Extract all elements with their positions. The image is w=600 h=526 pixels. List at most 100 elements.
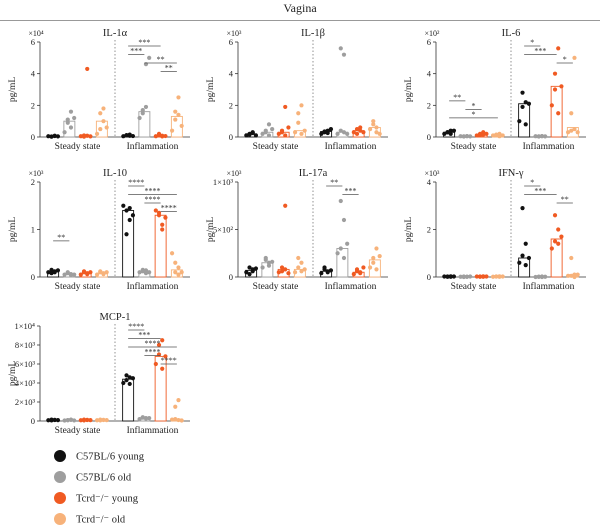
significance-label: *** (345, 187, 357, 196)
data-point (575, 130, 580, 135)
data-point (451, 274, 457, 279)
data-point (283, 104, 288, 110)
data-point (569, 128, 574, 133)
data-point (283, 133, 288, 138)
data-point (153, 208, 158, 213)
data-point (160, 227, 165, 232)
data-point (442, 131, 447, 136)
data-point (169, 417, 175, 422)
y-axis-label: pg/mL (404, 77, 414, 103)
data-point (266, 263, 272, 268)
data-point (458, 274, 463, 279)
panel-1: 0 2 4 6×10³ pg/mL IL-1β Steady state Inflammati… (206, 28, 388, 152)
data-point (98, 418, 103, 423)
data-point (468, 134, 473, 139)
y-tick-label: 2 (427, 225, 431, 235)
y-tick-label: 6 (427, 37, 431, 47)
data-point (296, 111, 301, 116)
data-point (543, 134, 548, 139)
data-point (481, 274, 486, 279)
category-label: Steady state (55, 426, 101, 436)
significance-label: *** (534, 187, 546, 196)
data-point (85, 272, 90, 277)
data-point (176, 112, 181, 117)
data-point (94, 418, 100, 423)
significance-label: **** (161, 356, 177, 365)
data-point (543, 274, 548, 279)
data-point (253, 266, 259, 271)
y-tick-label: 4 (31, 69, 36, 79)
data-point (153, 361, 158, 367)
data-point (445, 274, 450, 279)
significance-label: *** (534, 47, 546, 56)
data-point (292, 270, 298, 275)
data-point (49, 267, 54, 272)
significance-label: * (530, 38, 534, 47)
data-point (253, 133, 259, 138)
data-point (156, 342, 162, 348)
data-point (55, 134, 61, 139)
data-point (88, 418, 93, 423)
significance-label: **** (145, 195, 161, 204)
data-point (520, 206, 525, 211)
data-point (464, 134, 470, 139)
data-point (153, 134, 158, 139)
y-axis-label: pg/mL (206, 77, 216, 103)
category-label: Steady state (451, 142, 497, 152)
category-label: Inflammation (325, 281, 377, 292)
data-point (160, 366, 165, 371)
chart-title: IL-17a (299, 168, 328, 179)
y-tick-label: 6 (31, 37, 35, 47)
data-point (46, 418, 51, 423)
data-point (104, 125, 109, 130)
data-point (49, 134, 54, 139)
data-point (283, 267, 288, 272)
data-point (500, 274, 505, 279)
data-point (52, 417, 57, 422)
data-point (500, 133, 505, 138)
data-point (147, 270, 152, 275)
data-point (266, 122, 272, 127)
category-label: Steady state (55, 282, 101, 292)
data-point (319, 271, 324, 276)
data-point (371, 260, 376, 265)
data-point (296, 120, 301, 125)
data-point (477, 133, 483, 138)
data-point (176, 417, 181, 423)
data-point (517, 260, 522, 265)
data-point (533, 134, 538, 139)
data-point (270, 259, 275, 264)
data-point (494, 274, 499, 279)
data-point (72, 272, 77, 277)
category-label: Inflammation (127, 425, 179, 436)
data-point (569, 255, 574, 261)
category-label: Inflammation (127, 141, 179, 152)
data-point (65, 120, 70, 125)
data-point (374, 125, 379, 130)
data-point (127, 381, 132, 387)
data-point (533, 274, 538, 280)
legend-label: Tcrd⁻/⁻ young (76, 494, 139, 505)
data-point (286, 271, 291, 276)
data-point (176, 272, 181, 277)
data-point (163, 354, 168, 359)
data-point (81, 418, 87, 423)
category-label: Steady state (451, 282, 497, 292)
data-point (62, 418, 67, 423)
data-point (173, 109, 178, 114)
data-point (338, 198, 343, 204)
data-point (361, 265, 366, 270)
y-tick-label: 4 (229, 69, 234, 79)
data-point (484, 274, 489, 279)
data-point (442, 274, 447, 279)
data-point (559, 234, 564, 239)
y-tick-label: 0 (31, 132, 35, 142)
data-point (78, 272, 83, 277)
y-axis-label: pg/mL (404, 217, 414, 243)
data-point (263, 257, 268, 262)
data-point (345, 131, 350, 136)
y-tick-label: 1×10⁴ (14, 321, 35, 331)
data-point (458, 134, 463, 139)
data-point (556, 241, 561, 246)
data-point (474, 274, 479, 279)
